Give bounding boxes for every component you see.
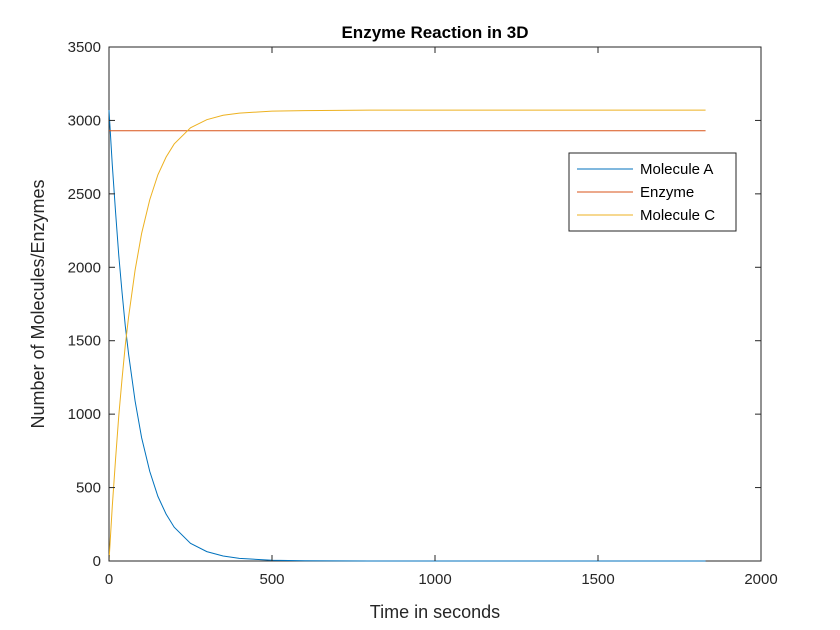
x-tick-label: 500 [259,571,284,588]
y-tick-label: 3000 [68,112,101,129]
y-tick-label: 1000 [68,406,101,423]
legend: Molecule A Enzyme Molecule C [568,152,737,232]
legend-label: Molecule C [640,207,715,224]
axes-box [108,46,762,562]
series-line-molecule-a [108,110,706,562]
y-tick-label: 3500 [68,39,101,56]
legend-label: Molecule A [640,161,713,178]
x-tick-label: 1000 [418,571,451,588]
series-line-molecule-c [108,109,706,562]
series-lines [108,109,706,562]
x-tick-label: 2000 [744,571,777,588]
axis-ticks: 0 500 1000 1500 2000 0 500 1000 1500 2000 2500 3000… [68,39,778,588]
y-tick-label: 1500 [68,333,101,350]
x-tick-label: 0 [105,571,113,588]
x-tick-label: 1500 [581,571,614,588]
plot-area [108,46,762,562]
y-axis-title: Number of Molecules/Enzymes [28,179,48,428]
y-tick-label: 2500 [68,186,101,203]
legend-label: Enzyme [640,184,694,201]
x-axis-title: Time in seconds [370,602,500,622]
chart-title: Enzyme Reaction in 3D [341,23,528,42]
y-tick-label: 500 [76,480,101,497]
y-tick-label: 2000 [68,259,101,276]
y-tick-label: 0 [93,553,101,570]
